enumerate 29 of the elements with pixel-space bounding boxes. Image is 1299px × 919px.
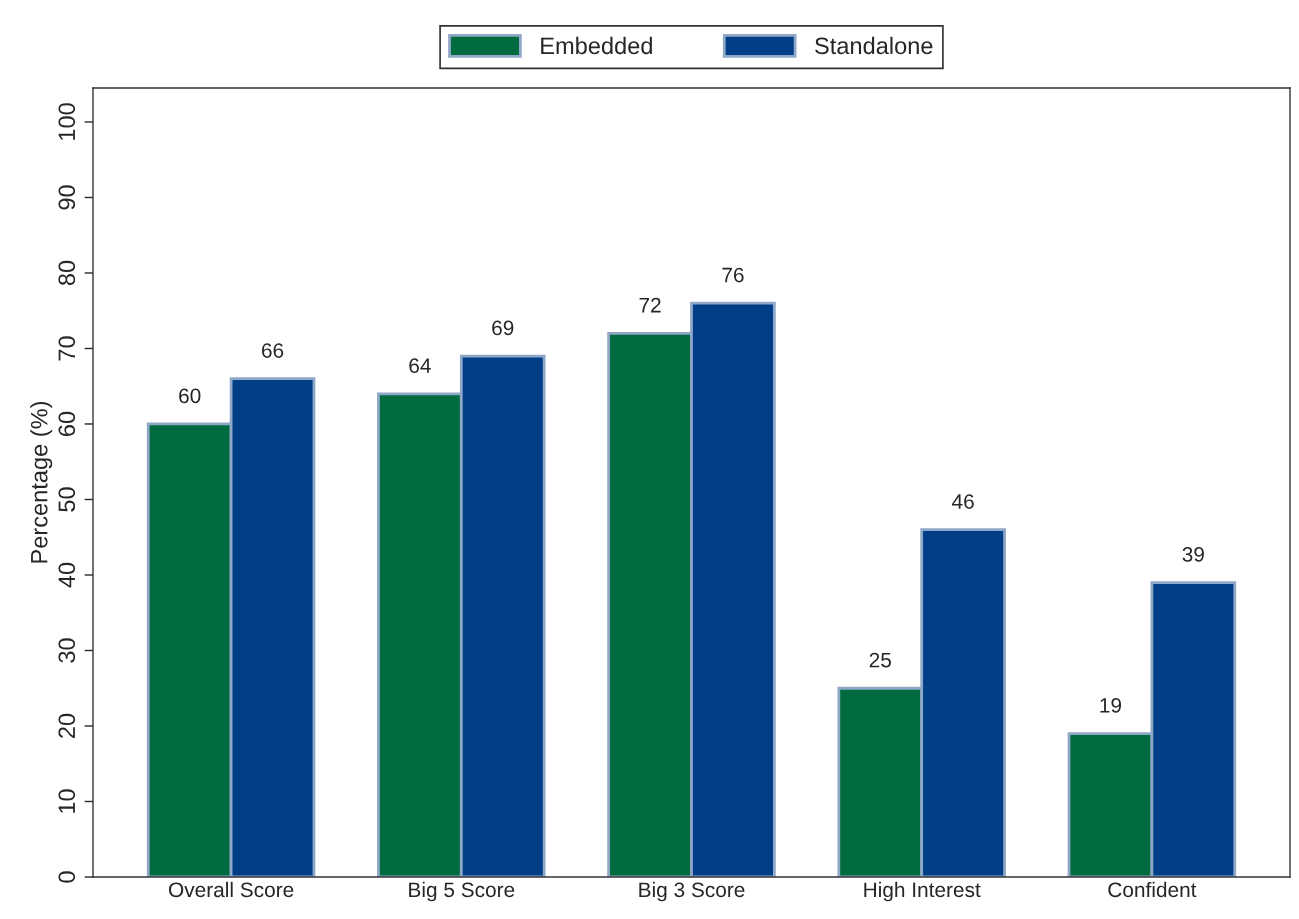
data-label: 76 (722, 267, 744, 283)
y-tick-label: 40 (58, 562, 76, 588)
x-tick-label: Big 3 Score (639, 881, 745, 902)
y-axis-title: Percentage (%) (30, 401, 53, 563)
y-tick-label: 90 (58, 185, 76, 210)
data-label: 69 (492, 320, 514, 336)
y-tick-label: 80 (58, 260, 76, 286)
y-tick-label: 10 (58, 789, 76, 813)
data-label: 72 (639, 297, 661, 313)
y-tick-label: 30 (58, 638, 76, 663)
legend-label: Embedded (541, 36, 652, 55)
y-tick-label: 60 (58, 411, 76, 436)
data-label: 25 (869, 652, 891, 668)
data-label: 39 (1182, 547, 1204, 562)
legend-label: Standalone (815, 36, 933, 55)
data-label: 64 (409, 358, 431, 373)
x-tick-label: Overall Score (169, 881, 294, 898)
data-label: 66 (262, 343, 284, 358)
data-label: 60 (179, 388, 201, 404)
x-tick-label: High Interest (864, 881, 981, 902)
y-tick-label: 0 (58, 871, 76, 883)
data-label: 19 (1100, 698, 1122, 713)
x-tick-label: Big 5 Score (409, 881, 515, 902)
y-tick-label: 100 (58, 103, 76, 140)
y-tick-label: 50 (58, 487, 76, 512)
y-tick-label: 20 (58, 713, 76, 738)
data-label: 46 (952, 494, 974, 509)
y-tick-label: 70 (58, 336, 76, 361)
x-tick-label: Confident (1108, 881, 1197, 898)
